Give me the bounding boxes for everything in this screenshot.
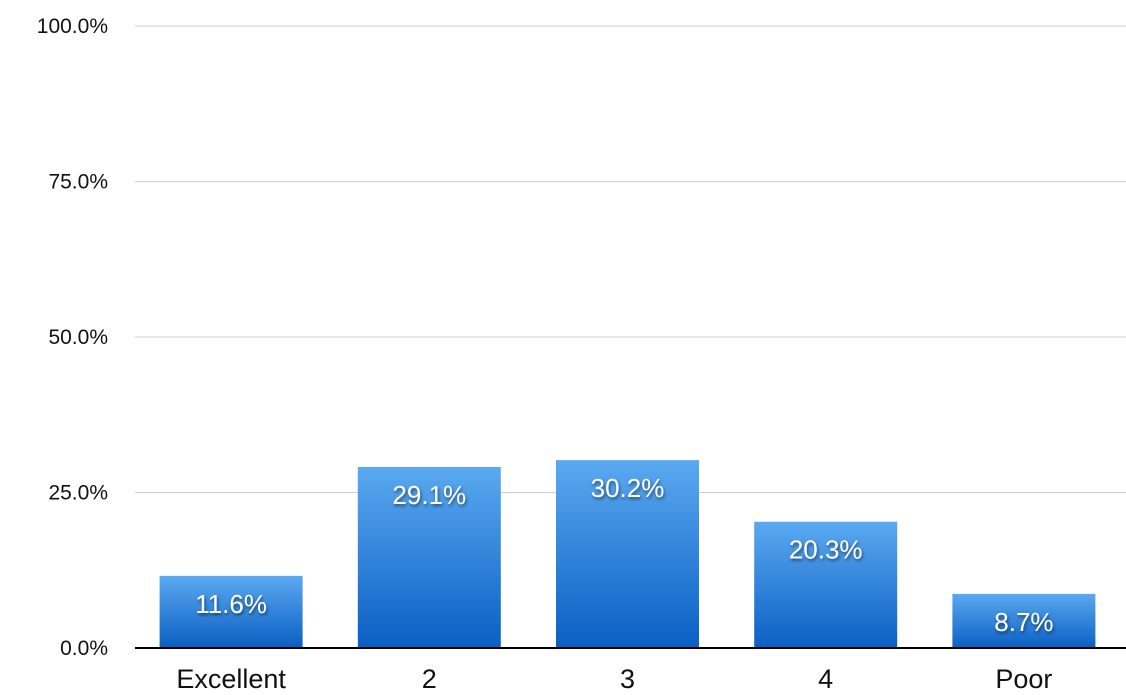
- data-label: 20.3%: [789, 535, 863, 565]
- bar: [754, 521, 898, 648]
- data-label: 8.7%: [994, 607, 1053, 637]
- bars: [159, 460, 1096, 648]
- y-tick-label: 0.0%: [60, 637, 108, 660]
- bar: [159, 575, 303, 648]
- bar: [952, 593, 1096, 648]
- x-category-label: Poor: [995, 664, 1052, 694]
- y-tick-label: 50.0%: [48, 326, 108, 349]
- data-label: 11.6%: [195, 589, 267, 619]
- x-category-label: 3: [620, 664, 635, 694]
- gridlines: [135, 25, 1126, 493]
- x-category-label: Excellent: [176, 664, 286, 694]
- data-labels: 11.6% 29.1% 30.2% 20.3% 8.7%: [195, 473, 1053, 637]
- x-category-label: 4: [818, 664, 833, 694]
- x-axis-category-labels: Excellent 2 3 4 Poor: [176, 664, 1052, 694]
- bar: [556, 460, 699, 648]
- data-label: 30.2%: [591, 473, 665, 503]
- y-tick-label: 25.0%: [48, 482, 108, 505]
- y-axis-tick-labels: 0.0% 25.0% 50.0% 75.0% 100.0%: [37, 15, 108, 660]
- y-tick-label: 100.0%: [37, 15, 108, 38]
- y-tick-label: 75.0%: [48, 171, 108, 194]
- data-label: 29.1%: [392, 480, 466, 510]
- x-category-label: 2: [422, 664, 437, 694]
- bar: [357, 466, 501, 648]
